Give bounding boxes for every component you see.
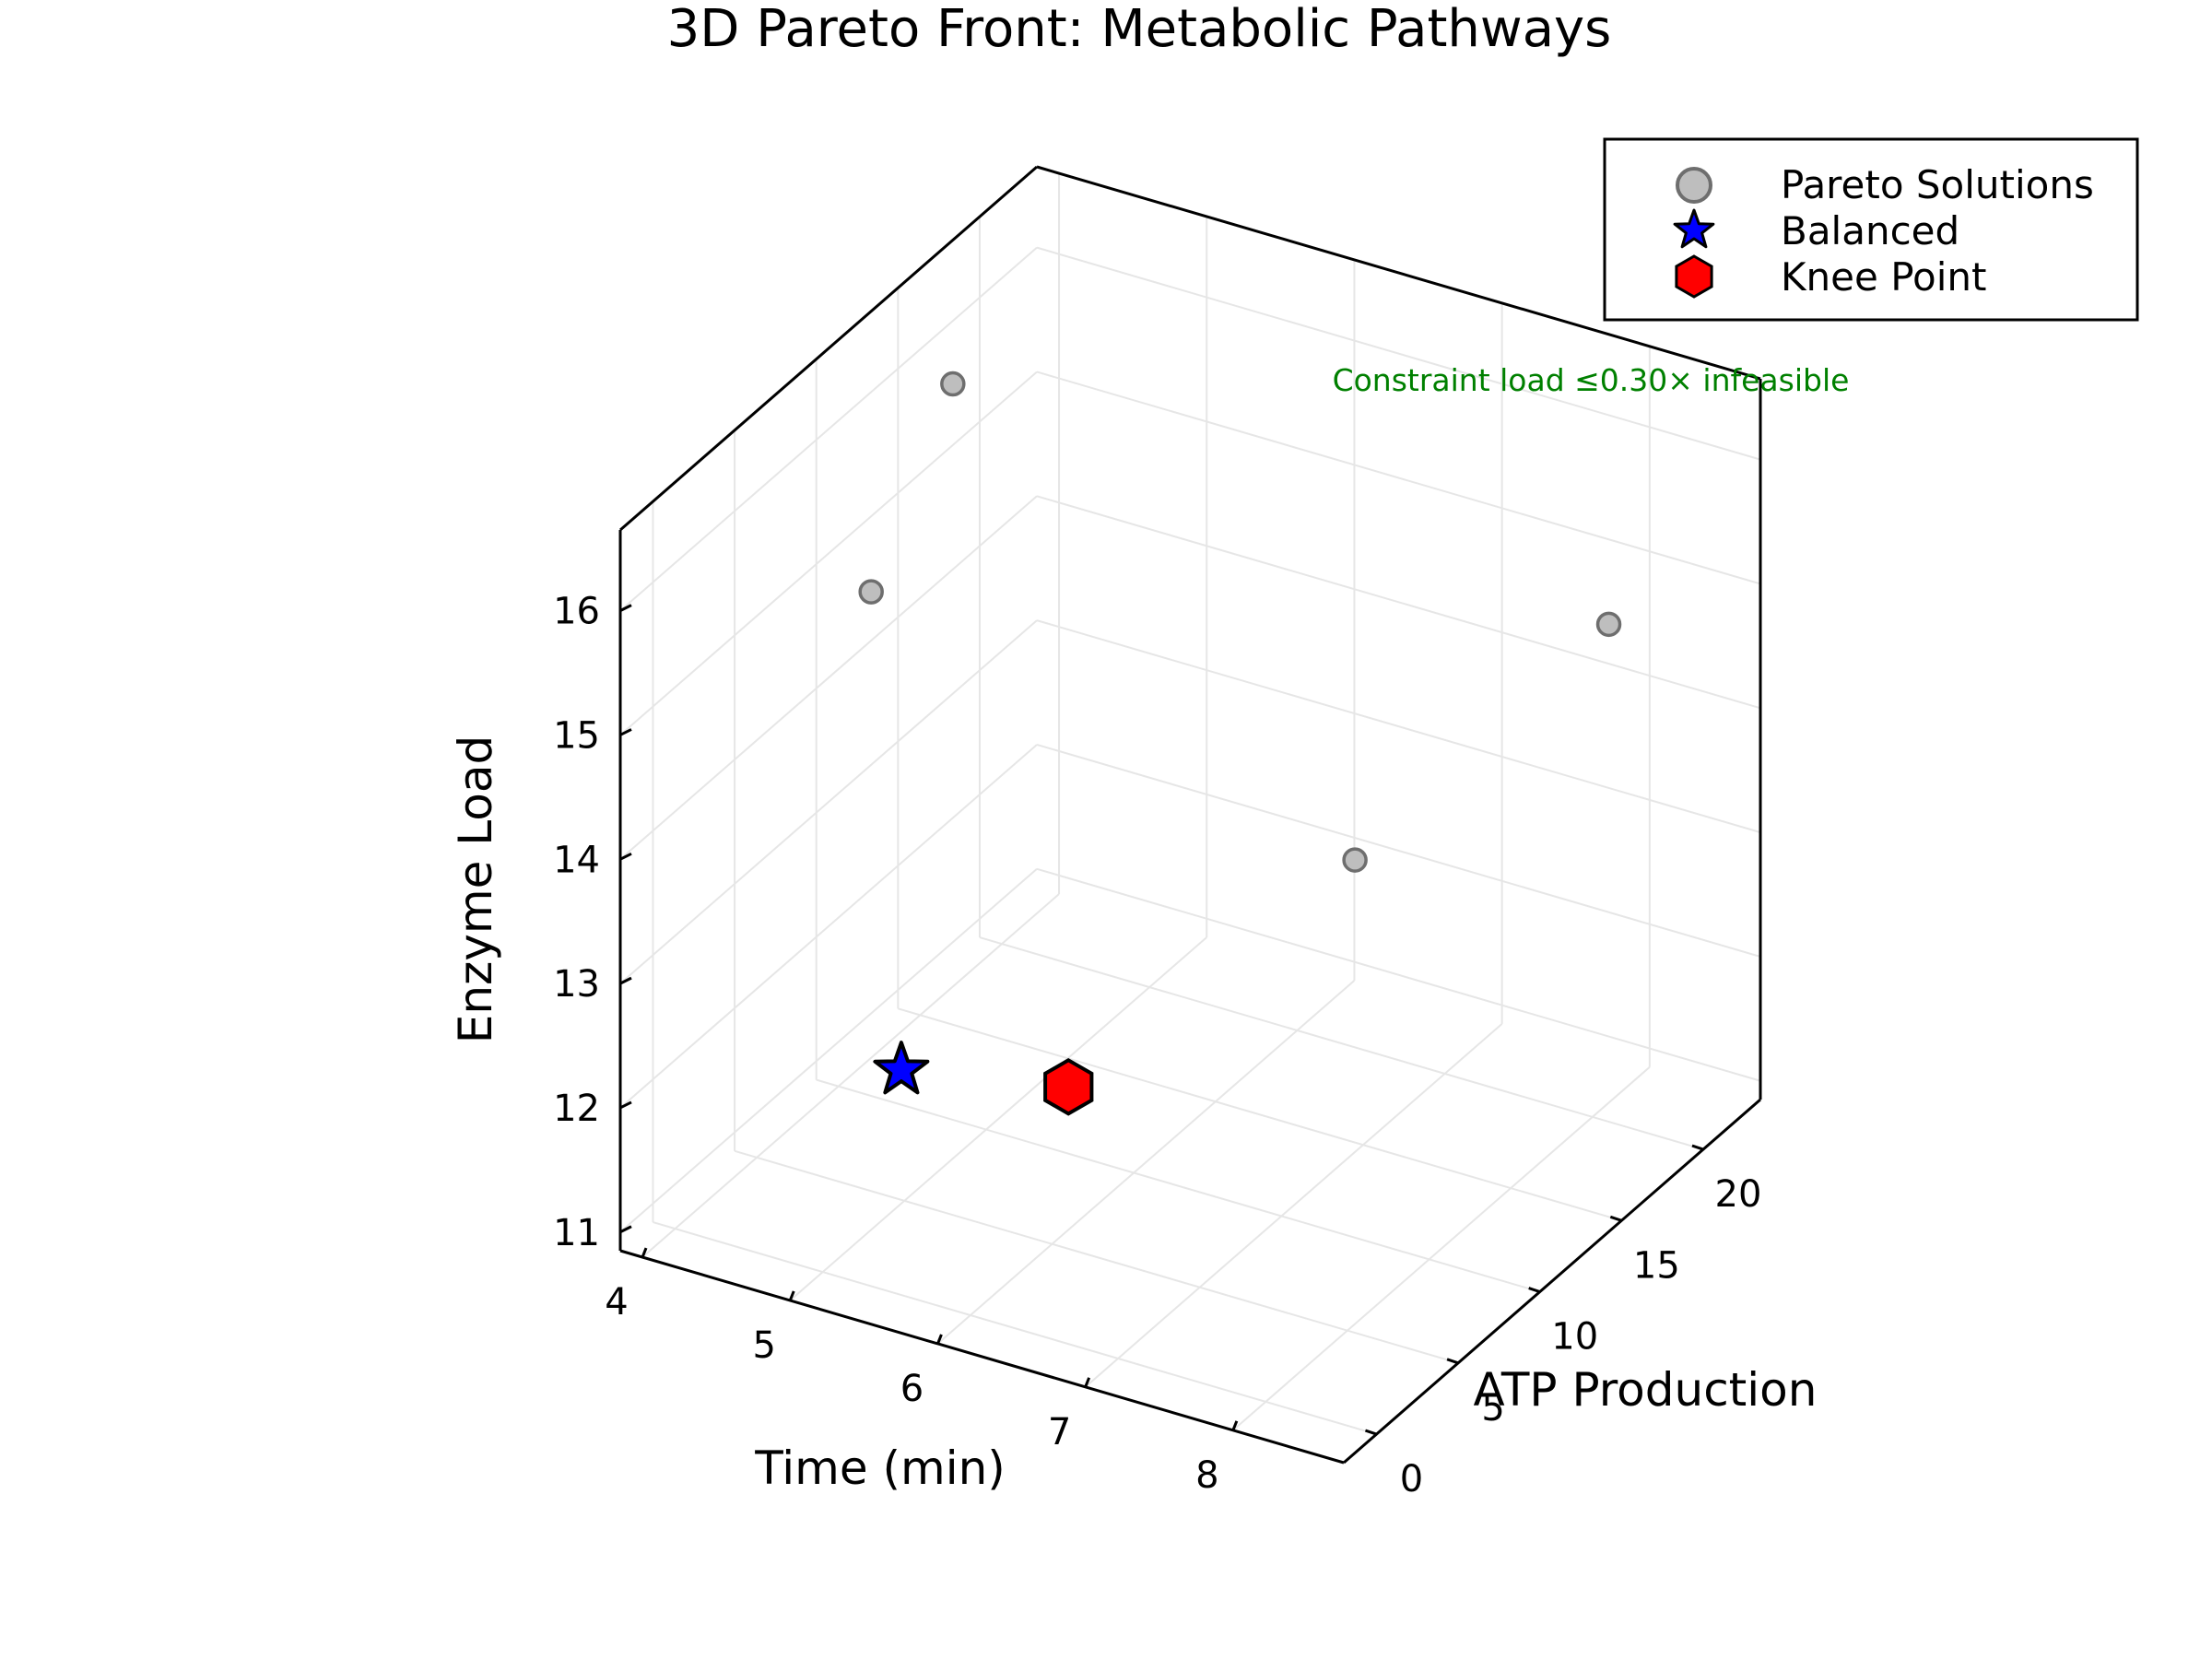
grid-line	[1036, 371, 1761, 585]
grid-line	[641, 893, 1060, 1258]
pareto-point	[940, 371, 966, 397]
tick-label: 6	[900, 1368, 924, 1410]
z-axis-label: Enzyme Load	[449, 735, 502, 1043]
grid-line	[619, 495, 1038, 861]
pareto-point	[858, 579, 884, 605]
tick-labels: 4 5 6 7 8 0 5 10 15 20 11 12 13 14 15 16	[553, 591, 1761, 1500]
grid-line	[1084, 1023, 1503, 1388]
axis-line	[619, 976, 632, 985]
grid-line	[619, 619, 1038, 984]
axis-line	[619, 604, 632, 612]
axis-line	[1528, 1287, 1541, 1294]
grid-line	[1036, 246, 1761, 461]
tick-label: 14	[553, 839, 600, 881]
axis-line	[1231, 1420, 1239, 1431]
tick-label: 11	[553, 1212, 600, 1254]
tick-label: 8	[1195, 1454, 1218, 1497]
chart-title: 3D Pareto Front: Metabolic Pathways	[667, 0, 1612, 59]
data-points	[858, 371, 1622, 1116]
grid-line	[619, 868, 1038, 1233]
grid-line	[619, 744, 1038, 1109]
tick-label: 13	[553, 963, 600, 1006]
legend-label-balanced: Balanced	[1781, 208, 1959, 253]
grid-line	[1036, 867, 1761, 1082]
balanced-point	[873, 1041, 930, 1095]
legend-label-pareto: Pareto Solutions	[1781, 162, 2094, 207]
grid-line	[1036, 495, 1761, 710]
axis-line	[788, 1290, 795, 1301]
grid-line	[1036, 619, 1761, 834]
axis-line	[1446, 1358, 1459, 1365]
axis-line	[619, 728, 632, 736]
grid-line	[789, 936, 1207, 1301]
pareto-circle-icon	[1676, 167, 1712, 204]
tick-label: 15	[1633, 1244, 1680, 1287]
axis-line	[641, 1247, 648, 1258]
grid-line	[1036, 743, 1761, 958]
grid-line	[816, 1078, 1540, 1293]
tick-label: 7	[1048, 1411, 1071, 1453]
grid-line	[936, 980, 1356, 1345]
pareto-point	[1595, 611, 1622, 638]
grid-line	[653, 1221, 1377, 1436]
tick-label: 5	[1481, 1387, 1504, 1430]
tick-label: 0	[1400, 1458, 1423, 1500]
tick-label: 12	[553, 1088, 600, 1130]
axis-line	[936, 1334, 943, 1345]
knee-point	[1043, 1057, 1094, 1116]
constraint-annotation: Constraint load ≤0.30× infeasible	[1333, 362, 1850, 398]
axis-line	[619, 1100, 632, 1110]
y-axis-label: ATP Production	[1474, 1363, 1818, 1417]
knee-hexagon-icon	[1675, 254, 1713, 299]
grid-line	[979, 936, 1704, 1151]
grid-line	[898, 1007, 1622, 1222]
x-axis-label: Time (min)	[754, 1441, 1006, 1495]
pareto-point	[1342, 847, 1368, 873]
axis-line	[1691, 1144, 1704, 1151]
axes-frame	[618, 165, 1762, 1465]
axis-line	[619, 852, 632, 861]
tick-label: 15	[553, 714, 600, 757]
axis-line	[619, 165, 1038, 532]
axis-line	[1036, 165, 1761, 381]
axis-line	[1364, 1429, 1377, 1436]
legend: Pareto Solutions Balanced Knee Point	[1603, 137, 2139, 322]
tick-label: 20	[1715, 1173, 1762, 1216]
axis-line	[619, 1249, 1345, 1465]
grid-line	[619, 371, 1038, 736]
axis-line	[619, 1225, 632, 1234]
grid-line	[734, 1149, 1459, 1364]
tick-label: 4	[605, 1281, 628, 1324]
axis-line	[1343, 1098, 1761, 1465]
balanced-star-icon	[1673, 208, 1715, 249]
axis-line	[1084, 1377, 1091, 1388]
tick-label: 5	[753, 1324, 776, 1367]
grid-line	[1232, 1066, 1651, 1431]
axis-line	[1609, 1215, 1622, 1222]
grid-line	[619, 246, 1038, 612]
legend-label-knee: Knee Point	[1781, 254, 1986, 300]
tick-label: 10	[1551, 1316, 1598, 1359]
tick-label: 16	[553, 591, 600, 633]
